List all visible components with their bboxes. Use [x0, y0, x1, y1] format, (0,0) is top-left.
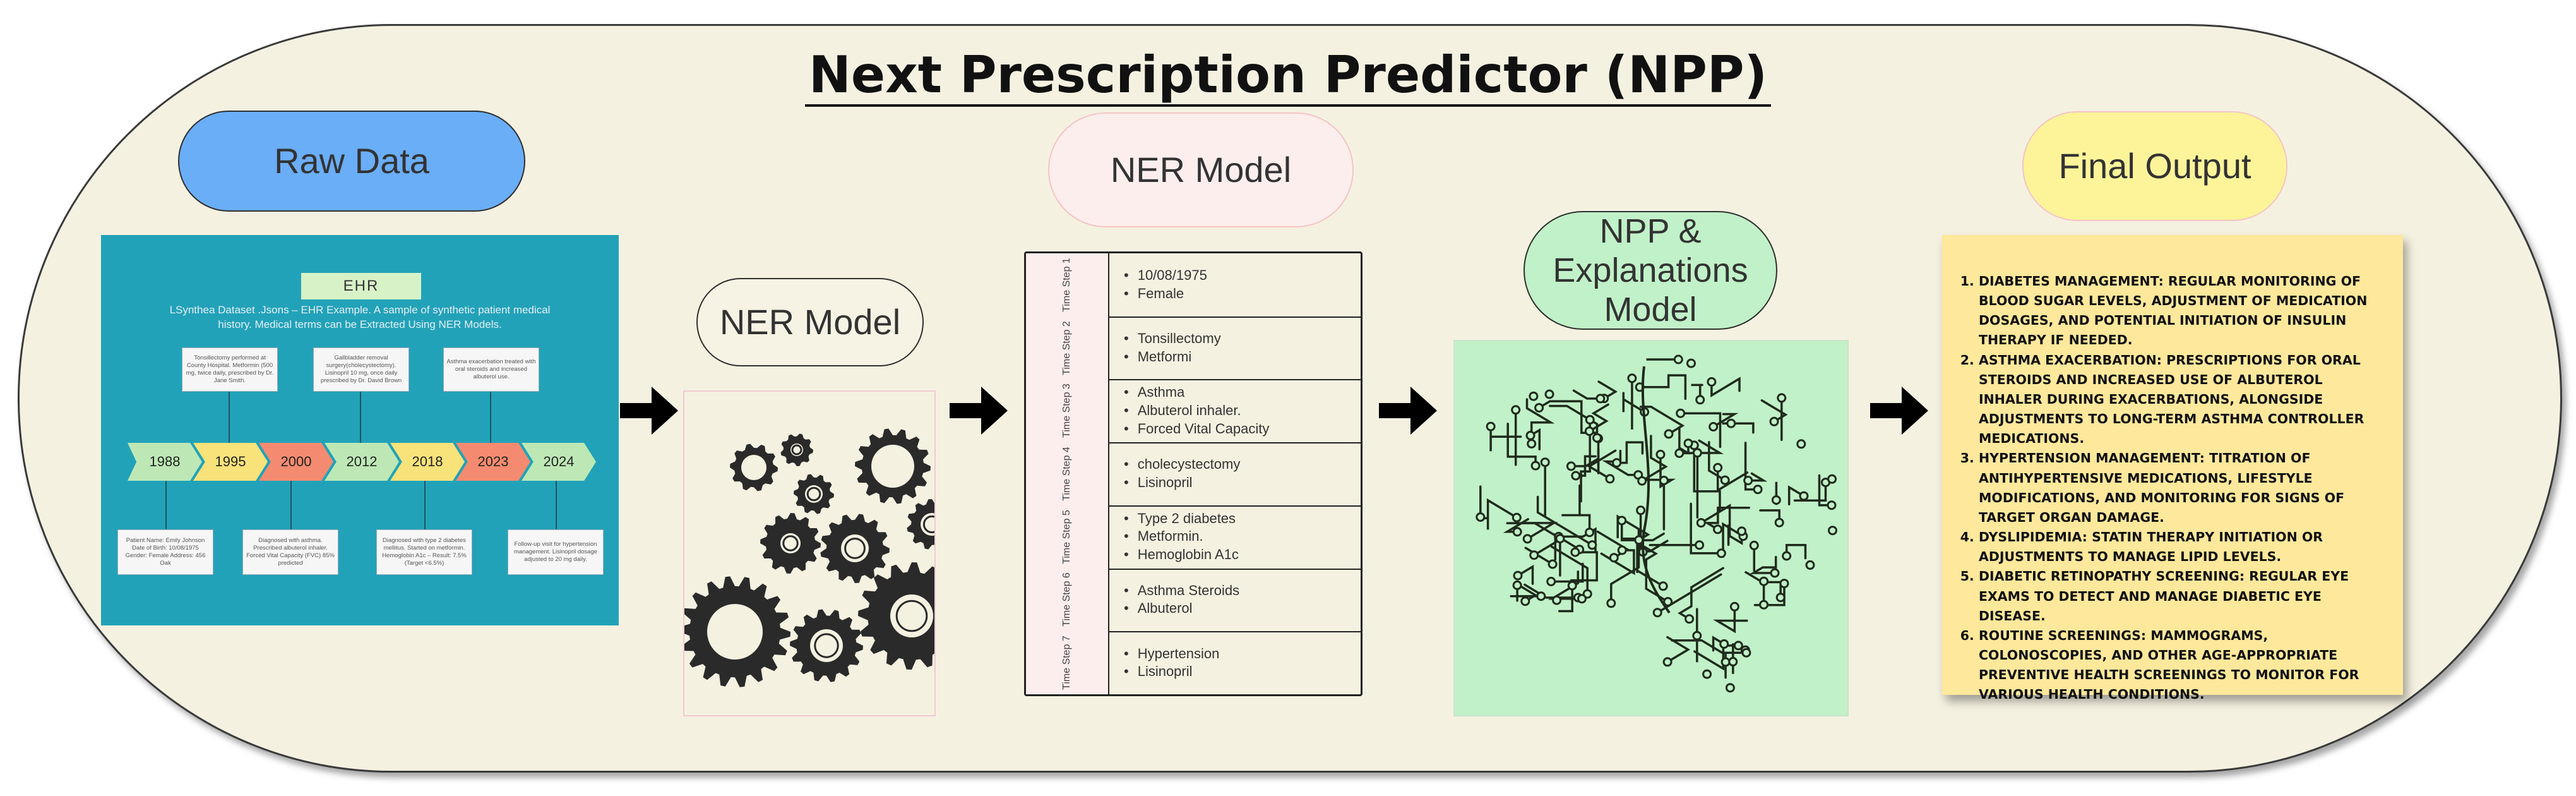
ehr-note-top: Asthma exacerbation treated with oral st…: [443, 347, 539, 392]
connector-line: [424, 480, 426, 529]
time-step-row: Time Step 3 AsthmaAlbuterol inhaler.Force…: [1026, 379, 1361, 444]
ehr-note-bottom: Diagnosed with asthma. Prescribed albute…: [242, 529, 338, 575]
time-step-label: Time Step 5: [1026, 505, 1109, 569]
final-output-list: Diabetes Management: Regular monitoring …: [1942, 272, 2403, 704]
ehr-note-bottom: Patient Name: Emily Johnson Date of Birt…: [117, 529, 213, 575]
time-step-label: Time Step 1: [1026, 253, 1109, 317]
timeline-year: 2024: [522, 443, 596, 481]
final-output-item: Diabetic Retinopathy Screening: Regular …: [1979, 567, 2384, 625]
time-step-item: Lisinopril: [1124, 474, 1240, 492]
timeline-year: 1988: [128, 443, 202, 481]
time-step-item: Female: [1124, 285, 1207, 303]
connector-line: [556, 480, 557, 529]
right-arrow-icon: [1870, 387, 1928, 435]
right-arrow-icon: [950, 387, 1008, 435]
time-step-item: Asthma Steroids: [1124, 582, 1239, 600]
final-output-item: Routine Screenings: Mammograms, colonosc…: [1979, 626, 2384, 705]
final-output-item: Dyslipidemia: Statin therapy initiation …: [1979, 528, 2384, 567]
final-output-item: Asthma Exacerbation: Prescriptions for o…: [1979, 351, 2384, 449]
connector-line: [360, 378, 361, 445]
final-output-label: Final Output: [2022, 111, 2287, 221]
time-step-item: 10/08/1975: [1124, 267, 1207, 285]
time-step-item: Hypertension: [1124, 645, 1220, 663]
connector-line: [490, 378, 491, 445]
ehr-note-bottom: Diagnosed with type 2 diabetes mellitus.…: [376, 529, 472, 575]
ner-model-label-top: NER Model: [1048, 112, 1354, 227]
time-step-item: Type 2 diabetes: [1124, 510, 1239, 528]
time-step-item: Tonsillectomy: [1124, 330, 1221, 348]
time-step-item: Albuterol inhaler.: [1124, 402, 1269, 420]
ehr-note-bottom: Follow-up visit for hypertension managem…: [508, 529, 604, 575]
time-step-row: Time Step 5 Type 2 diabetesMetformin.Hemo…: [1026, 505, 1361, 570]
timeline-year: 2000: [259, 443, 333, 481]
time-step-item: cholecystectomy: [1124, 455, 1241, 474]
time-step-row: Time Step 2 TonsillectomyMetformi: [1026, 316, 1361, 381]
ner-model-label-left: NER Model: [696, 278, 924, 366]
time-step-item: Metformin.: [1124, 528, 1239, 546]
timeline-year: 1995: [193, 443, 268, 481]
ehr-title: EHR: [301, 273, 421, 299]
time-step-label: Time Step 7: [1026, 631, 1109, 694]
npp-model-label: NPP & Explanations Model: [1524, 211, 1777, 330]
time-step-item: Asthma: [1124, 383, 1269, 402]
final-output-item: Diabetes Management: Regular monitoring …: [1979, 272, 2384, 351]
time-step-row: Time Step 4 cholecystectomyLisinopril: [1026, 442, 1361, 507]
right-arrow-icon: [1379, 387, 1437, 435]
time-step-row: Time Step 1 10/08/1975Female: [1026, 253, 1361, 318]
final-output-note: Diabetes Management: Regular monitoring …: [1942, 235, 2403, 702]
time-step-item: Albuterol: [1124, 600, 1239, 618]
connector-line: [229, 378, 230, 445]
connector-line: [290, 480, 292, 529]
time-step-row: Time Step 7 HypertensionLisinopril: [1026, 631, 1361, 694]
time-step-label: Time Step 4: [1026, 442, 1109, 505]
time-step-label: Time Step 2: [1026, 316, 1109, 380]
time-step-label: Time Step 6: [1026, 568, 1109, 632]
right-arrow-icon: [620, 387, 678, 435]
ehr-subtitle: LSynthea Dataset .Jsons – EHR Example. A…: [169, 304, 551, 330]
time-step-item: Lisinopril: [1124, 663, 1219, 681]
time-step-item: Hemoglobin A1c: [1124, 546, 1239, 564]
timeline-year: 2012: [325, 443, 399, 481]
ehr-note-top: Gallbladder removal surgery(cholecystect…: [313, 347, 409, 392]
time-step-row: Time Step 6 Asthma SteroidsAlbuterol: [1026, 568, 1361, 633]
gears-illustration: [683, 390, 936, 716]
ehr-note-top: Tonsillectomy performed at County Hospit…: [182, 347, 278, 392]
final-output-item: Hypertension Management: Titration of an…: [1979, 449, 2384, 528]
time-step-item: Metformi: [1124, 348, 1221, 366]
raw-data-label: Raw Data: [178, 111, 525, 212]
time-step-item: Forced Vital Capacity: [1124, 420, 1270, 438]
diagram-title: Next Prescription Predictor (NPP): [0, 45, 2576, 107]
connector-line: [165, 480, 167, 529]
timeline-year: 2018: [390, 443, 465, 481]
circuit-brain-illustration: [1453, 340, 1849, 716]
time-step-table: Time Step 1 10/08/1975Female Time Step 2 To…: [1024, 251, 1363, 696]
time-step-label: Time Step 3: [1026, 379, 1109, 443]
timeline-year: 2023: [456, 443, 530, 481]
